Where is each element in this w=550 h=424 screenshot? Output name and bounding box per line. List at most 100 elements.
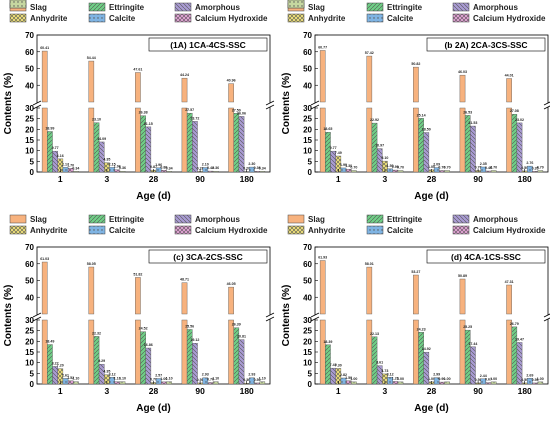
data-label: 2.99 bbox=[433, 373, 440, 377]
data-label: 18.99 bbox=[45, 126, 54, 130]
bar bbox=[320, 261, 325, 314]
legend-swatch bbox=[288, 0, 304, 8]
bar bbox=[182, 283, 187, 314]
bar bbox=[255, 383, 260, 384]
data-label: 0.34 bbox=[72, 166, 79, 170]
data-label: 2.76 bbox=[526, 161, 533, 165]
legend-swatch bbox=[10, 215, 26, 223]
axis-break bbox=[312, 315, 550, 319]
x-tick-label: 28 bbox=[427, 386, 437, 396]
bar bbox=[89, 267, 94, 314]
y-tick-label: 40 bbox=[303, 293, 312, 302]
bar bbox=[507, 285, 512, 314]
bar bbox=[460, 320, 465, 384]
legend-label: Calcium Hydroxide bbox=[473, 226, 546, 235]
bar bbox=[393, 381, 398, 384]
legend-label: Calcite bbox=[387, 226, 414, 235]
data-label: 0.70 bbox=[490, 166, 497, 170]
data-label: 25.14 bbox=[417, 113, 426, 117]
legend-swatch bbox=[367, 226, 383, 234]
y-tick-label: 60 bbox=[303, 260, 312, 269]
bar bbox=[192, 121, 197, 172]
y-tick-label: 15 bbox=[303, 348, 312, 357]
chart-title: (b 2A) 2CA-3CS-SSC bbox=[444, 40, 527, 50]
bar bbox=[445, 382, 450, 384]
bar bbox=[460, 108, 465, 172]
y-tick-label: 60 bbox=[25, 260, 34, 269]
y-tick-label: 20 bbox=[25, 125, 34, 134]
data-label: 21.53 bbox=[468, 121, 477, 125]
bar bbox=[115, 382, 120, 384]
bar bbox=[42, 320, 47, 384]
bar bbox=[182, 78, 187, 102]
data-label: 58.01 bbox=[365, 262, 374, 266]
bar bbox=[507, 320, 512, 384]
data-label: 0.70 bbox=[444, 166, 451, 170]
x-tick-label: 180 bbox=[518, 386, 532, 396]
legend-label: Slag bbox=[30, 215, 47, 224]
data-label: 1.00 bbox=[350, 377, 357, 381]
bar bbox=[398, 171, 403, 172]
data-label: 0.34 bbox=[166, 166, 173, 170]
bar bbox=[445, 171, 450, 172]
bar bbox=[460, 279, 465, 314]
y-tick-label: 30 bbox=[303, 104, 312, 113]
legend-swatch bbox=[367, 3, 383, 11]
y-tick-label: 10 bbox=[25, 359, 34, 368]
bar bbox=[486, 171, 491, 172]
bar bbox=[367, 320, 372, 384]
x-axis-label: Age (d) bbox=[136, 403, 170, 414]
bar bbox=[517, 123, 522, 172]
bar bbox=[388, 169, 393, 172]
bar bbox=[239, 116, 244, 172]
data-label: 8.61 bbox=[376, 361, 383, 365]
data-label: 50.89 bbox=[458, 274, 467, 278]
y-tick-label: 25 bbox=[303, 327, 312, 336]
y-tick-label: 30 bbox=[25, 104, 34, 113]
data-label: 25.25 bbox=[463, 325, 472, 329]
bar bbox=[320, 320, 325, 384]
data-label: 60.77 bbox=[318, 45, 327, 49]
y-axis-label: Contents (%) bbox=[281, 73, 292, 135]
data-label: 14.92 bbox=[422, 347, 431, 351]
y-tick-label: 25 bbox=[25, 115, 34, 124]
bar bbox=[512, 327, 517, 384]
data-label: 1.00 bbox=[444, 377, 451, 381]
y-axis-label: Contents (%) bbox=[3, 285, 14, 347]
bar bbox=[89, 320, 94, 384]
bar bbox=[73, 382, 78, 384]
x-tick-label: 28 bbox=[427, 174, 437, 184]
bar bbox=[419, 118, 424, 172]
y-tick-label: 40 bbox=[303, 81, 312, 90]
legend-label: Ettringite bbox=[109, 3, 145, 12]
bar bbox=[367, 56, 372, 102]
bar bbox=[99, 364, 104, 384]
data-label: 46.05 bbox=[227, 282, 236, 286]
legend-label: Anhydrite bbox=[30, 226, 68, 235]
legend-swatch bbox=[367, 14, 383, 22]
y-tick-label: 0 bbox=[30, 168, 35, 177]
bar bbox=[187, 113, 192, 172]
data-label: 53.27 bbox=[411, 270, 420, 274]
x-tick-label: 1 bbox=[58, 386, 63, 396]
data-label: 46.03 bbox=[458, 70, 467, 74]
y-tick-label: 0 bbox=[308, 168, 313, 177]
data-label: 26.39 bbox=[232, 323, 241, 327]
bar bbox=[377, 149, 382, 172]
y-tick-label: 50 bbox=[303, 277, 312, 286]
data-label: 9.77 bbox=[330, 146, 337, 150]
bar bbox=[346, 381, 351, 384]
chart-title: (d) 4CA-1CS-SSC bbox=[451, 252, 521, 262]
data-label: 51.82 bbox=[133, 272, 142, 276]
bar bbox=[533, 171, 538, 172]
data-label: 0.36 bbox=[119, 166, 126, 170]
y-tick-label: 40 bbox=[25, 81, 34, 90]
bar bbox=[346, 169, 351, 172]
y-tick-label: 60 bbox=[303, 48, 312, 57]
data-label: 18.49 bbox=[45, 340, 54, 344]
data-label: 21.15 bbox=[144, 122, 153, 126]
x-axis-label: Age (d) bbox=[136, 191, 170, 202]
bar bbox=[260, 382, 265, 384]
bar bbox=[53, 366, 58, 384]
bar bbox=[486, 383, 491, 384]
